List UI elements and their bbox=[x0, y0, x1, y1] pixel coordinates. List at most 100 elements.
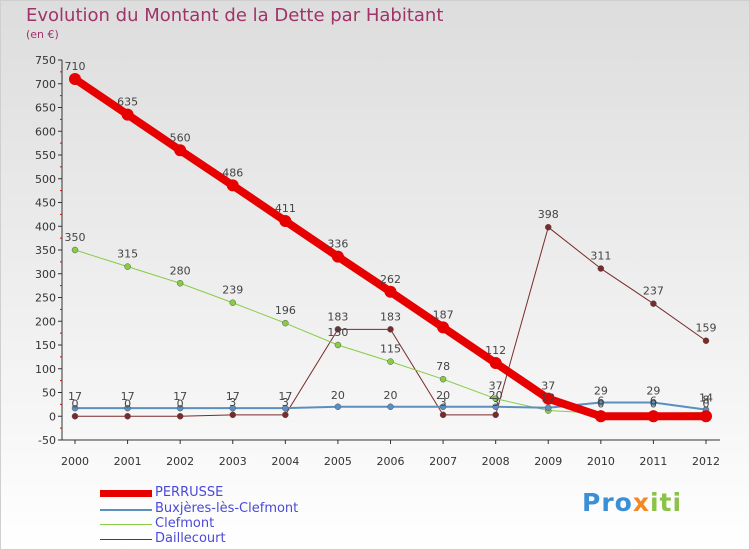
x-tick-label: 2005 bbox=[324, 455, 352, 468]
legend-swatch bbox=[100, 524, 152, 525]
data-label: 187 bbox=[433, 308, 454, 321]
y-tick-label: 100 bbox=[35, 363, 56, 376]
data-point bbox=[437, 321, 450, 334]
data-point bbox=[650, 399, 657, 406]
y-tick-label: 400 bbox=[35, 220, 56, 233]
y-tick-label: 50 bbox=[42, 387, 56, 400]
x-tick-label: 2007 bbox=[429, 455, 457, 468]
data-label: 78 bbox=[436, 360, 450, 373]
data-point bbox=[545, 404, 552, 411]
legend-label: PERRUSSE bbox=[155, 485, 224, 500]
data-point bbox=[71, 413, 79, 420]
x-tick-label: 2008 bbox=[482, 455, 510, 468]
data-point bbox=[387, 403, 394, 410]
x-tick-label: 2002 bbox=[166, 455, 194, 468]
data-label: 3 bbox=[440, 396, 447, 409]
legend-entry-perrusse: PERRUSSE bbox=[100, 485, 360, 501]
data-point bbox=[71, 404, 79, 412]
chart-title: Evolution du Montant de la Dette par Hab… bbox=[26, 5, 444, 26]
data-point bbox=[597, 265, 605, 272]
data-label: 0 bbox=[650, 397, 657, 410]
data-label: 20 bbox=[384, 389, 398, 402]
y-tick-label: 250 bbox=[35, 292, 56, 305]
data-point bbox=[545, 223, 552, 231]
x-tick-label: 2010 bbox=[587, 455, 615, 468]
data-label: 115 bbox=[380, 343, 401, 356]
y-tick-label: 300 bbox=[35, 268, 56, 281]
data-label: 350 bbox=[65, 231, 86, 244]
x-tick-label: 2003 bbox=[219, 455, 247, 468]
y-tick-label: 650 bbox=[35, 102, 56, 115]
x-tick-label: 2004 bbox=[271, 455, 299, 468]
data-label: 239 bbox=[222, 284, 243, 297]
data-label: 183 bbox=[380, 310, 401, 323]
data-label: 20 bbox=[436, 389, 450, 402]
y-tick-label: 200 bbox=[35, 315, 56, 328]
data-label: 237 bbox=[643, 285, 664, 298]
data-label: 17 bbox=[68, 390, 82, 403]
data-label: 196 bbox=[275, 304, 296, 317]
y-tick-label: 0 bbox=[49, 410, 56, 423]
data-point bbox=[334, 326, 342, 333]
data-label: 17 bbox=[121, 390, 135, 403]
proxiti-logo: Proxiti bbox=[582, 488, 683, 517]
data-point bbox=[647, 410, 660, 423]
legend-swatch bbox=[100, 509, 152, 511]
y-tick-label: 750 bbox=[35, 54, 56, 67]
legend-label: Clefmont bbox=[155, 516, 215, 531]
data-point bbox=[489, 357, 502, 370]
data-label: 0 bbox=[597, 397, 604, 410]
data-point bbox=[176, 404, 184, 412]
data-point bbox=[226, 179, 239, 192]
data-point bbox=[387, 326, 394, 333]
legend-entry-daillecourt: Daillecourt bbox=[100, 531, 360, 547]
data-label: 6 bbox=[597, 394, 604, 407]
data-point bbox=[387, 358, 394, 365]
data-point bbox=[334, 403, 342, 410]
legend-swatch bbox=[100, 490, 152, 497]
data-point bbox=[439, 403, 447, 410]
data-label: 3 bbox=[492, 396, 499, 409]
legend-entry-buxjeres: Buxjères-lès-Clefmont bbox=[100, 501, 360, 517]
x-tick-label: 2009 bbox=[534, 455, 562, 468]
y-tick-label: -50 bbox=[38, 434, 56, 447]
data-point bbox=[71, 246, 79, 254]
data-label: 3 bbox=[229, 396, 236, 409]
data-point bbox=[121, 108, 134, 121]
data-label: 0 bbox=[703, 397, 710, 410]
data-point bbox=[282, 411, 289, 419]
y-tick-label: 150 bbox=[35, 339, 56, 352]
data-point bbox=[492, 395, 499, 402]
series-line-0 bbox=[72, 75, 706, 421]
data-point bbox=[124, 404, 131, 412]
data-label: 112 bbox=[485, 344, 506, 357]
data-label: 159 bbox=[696, 322, 717, 335]
data-point bbox=[542, 392, 555, 405]
data-label: 710 bbox=[65, 60, 86, 73]
data-label: 486 bbox=[222, 166, 243, 179]
data-label: 183 bbox=[327, 310, 348, 323]
data-point bbox=[176, 413, 184, 420]
data-label: 0 bbox=[72, 397, 79, 410]
data-label: 280 bbox=[170, 264, 191, 277]
data-point bbox=[229, 411, 236, 419]
data-point bbox=[279, 215, 292, 228]
data-label: 398 bbox=[538, 208, 559, 221]
data-point bbox=[492, 411, 499, 419]
data-label: 311 bbox=[590, 250, 611, 263]
data-label: 315 bbox=[117, 248, 138, 261]
data-label: 17 bbox=[173, 390, 187, 403]
legend-swatch bbox=[100, 539, 152, 540]
data-point bbox=[124, 263, 131, 270]
data-point bbox=[700, 410, 712, 423]
data-label: 12 bbox=[541, 392, 555, 405]
data-point bbox=[650, 300, 657, 307]
data-label: 8 bbox=[703, 393, 710, 406]
legend-entry-clefmont: Clefmont bbox=[100, 516, 360, 532]
data-point bbox=[492, 403, 499, 410]
y-tick-label: 500 bbox=[35, 173, 56, 186]
legend-label: Daillecourt bbox=[155, 531, 226, 546]
y-tick-label: 450 bbox=[35, 197, 56, 210]
x-tick-label: 2001 bbox=[114, 455, 142, 468]
data-label: 17 bbox=[226, 390, 240, 403]
